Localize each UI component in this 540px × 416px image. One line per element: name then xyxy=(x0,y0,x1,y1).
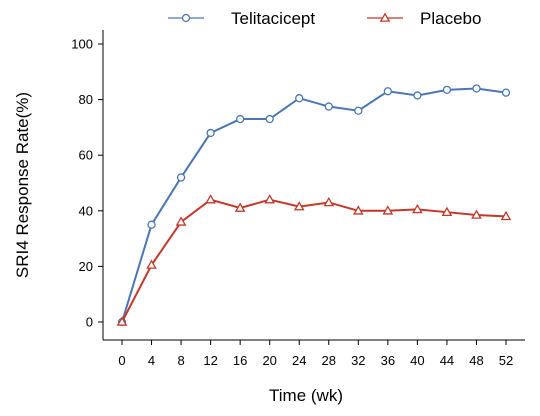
telitacicept-point xyxy=(354,106,363,115)
telitacicept-point xyxy=(472,84,481,93)
legend-marker xyxy=(181,13,191,23)
placebo-point xyxy=(382,205,394,215)
x-tick-label: 32 xyxy=(351,353,365,368)
x-axis-title: Time (wk) xyxy=(269,386,343,405)
x-tick-label: 4 xyxy=(148,353,155,368)
telitacicept-point xyxy=(206,128,215,138)
x-tick-label: 16 xyxy=(233,353,247,368)
x-tick-label: 8 xyxy=(177,353,184,368)
y-tick-label: 20 xyxy=(79,259,93,274)
y-axis-title: SRI4 Response Rate(%) xyxy=(13,92,32,278)
placebo-point xyxy=(352,205,364,215)
y-tick-label: 60 xyxy=(79,148,93,163)
telitacicept-point xyxy=(501,88,511,97)
telitacicept-point xyxy=(413,91,422,100)
x-tick-label: 20 xyxy=(262,353,276,368)
telitacicept-series xyxy=(117,84,511,327)
x-tick-label: 36 xyxy=(381,353,395,368)
placebo-point xyxy=(264,194,276,204)
telitacicept-point xyxy=(265,114,274,124)
x-tick-label: 12 xyxy=(203,353,217,368)
x-tick-label: 24 xyxy=(292,353,306,368)
telitacicept-point xyxy=(176,173,186,182)
x-tick-label: 48 xyxy=(469,353,483,368)
telitacicept-point xyxy=(383,87,392,96)
y-tick-label: 0 xyxy=(86,315,93,330)
legend-item-telitacicept: Telitacicept xyxy=(168,9,315,28)
x-tick-label: 44 xyxy=(440,353,454,368)
legend-label: Telitacicept xyxy=(231,9,315,28)
placebo-point xyxy=(234,202,246,212)
telitacicept-point xyxy=(236,114,245,124)
placebo-point xyxy=(116,316,128,326)
placebo-point xyxy=(412,203,423,214)
legend: Telitacicept Placebo xyxy=(168,9,481,28)
x-tick-label: 28 xyxy=(322,353,336,368)
telitacicept-line xyxy=(121,87,507,323)
placebo-line xyxy=(121,198,507,323)
telitacicept-point xyxy=(324,102,333,111)
legend-item-placebo: Placebo xyxy=(367,9,481,28)
placebo-point xyxy=(175,216,187,226)
x-tick-label: 0 xyxy=(118,353,125,368)
x-ticks: 0 4 8 12 16 20 24 28 32 36 40 44 48 52 xyxy=(118,340,513,368)
y-ticks: 0 20 40 60 80 100 xyxy=(71,37,103,330)
x-tick-label: 40 xyxy=(410,353,424,368)
telitacicept-point xyxy=(442,85,452,95)
placebo-point xyxy=(441,206,453,216)
y-tick-label: 100 xyxy=(71,37,93,52)
placebo-point xyxy=(471,209,482,219)
series-layer xyxy=(116,84,512,327)
legend-label: Placebo xyxy=(420,9,481,28)
placebo-point xyxy=(500,210,512,221)
telitacicept-point xyxy=(147,220,156,229)
placebo-point xyxy=(146,259,157,269)
placebo-point xyxy=(205,194,216,204)
placebo-point xyxy=(323,196,335,207)
x-tick-label: 52 xyxy=(499,353,513,368)
y-tick-label: 80 xyxy=(79,92,93,107)
telitacicept-point xyxy=(295,94,304,103)
legend-marker xyxy=(379,12,391,22)
placebo-point xyxy=(293,201,305,211)
placebo-series xyxy=(116,194,512,326)
y-tick-label: 40 xyxy=(79,203,93,218)
